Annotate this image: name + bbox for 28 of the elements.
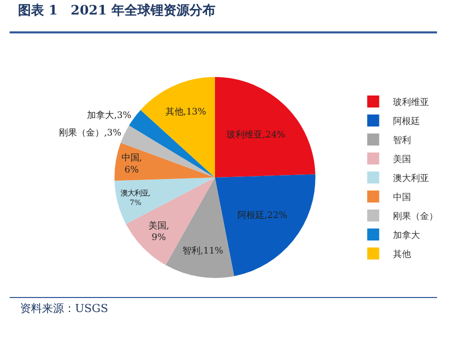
pie-slice [214, 77, 316, 178]
legend-label: 其他 [393, 249, 412, 260]
pie-slice [140, 77, 215, 178]
category-label: 刚果（金）,3% [59, 128, 122, 138]
text: 资料来源：USGS [20, 302, 108, 315]
legend-label: 美国 [393, 154, 412, 166]
legend-label: 玻利维亚 [393, 97, 430, 108]
chart-title: 图表 1 2021 年全球锂资源分布 [18, 2, 216, 18]
category-label: 美国, [148, 222, 170, 232]
legend-label: 智利 [393, 135, 412, 146]
pie-slice [120, 125, 215, 178]
category-label: 中国, [121, 154, 142, 164]
category-label: 其他,13% [165, 108, 206, 118]
category-label: 澳大利亚, [120, 188, 151, 198]
legend-label: 刚果（金） [393, 211, 438, 222]
legend-label: 中国 [393, 192, 412, 204]
text: 9% [152, 233, 166, 244]
legend-label: 阿根廷 [393, 116, 420, 128]
legend-label: 加拿大 [393, 230, 420, 242]
legend-label: 澳大利亚 [393, 173, 430, 184]
text: 6% [124, 165, 139, 176]
category-label: 玻利维亚,24% [226, 130, 286, 140]
pie-slice [166, 178, 234, 278]
category-label: 智利,11% [182, 246, 224, 257]
category-label: 阿根廷,22% [237, 210, 288, 221]
category-label: 加拿大,3% [87, 110, 132, 121]
text: 7% [130, 198, 142, 208]
pie-slice [114, 142, 215, 181]
